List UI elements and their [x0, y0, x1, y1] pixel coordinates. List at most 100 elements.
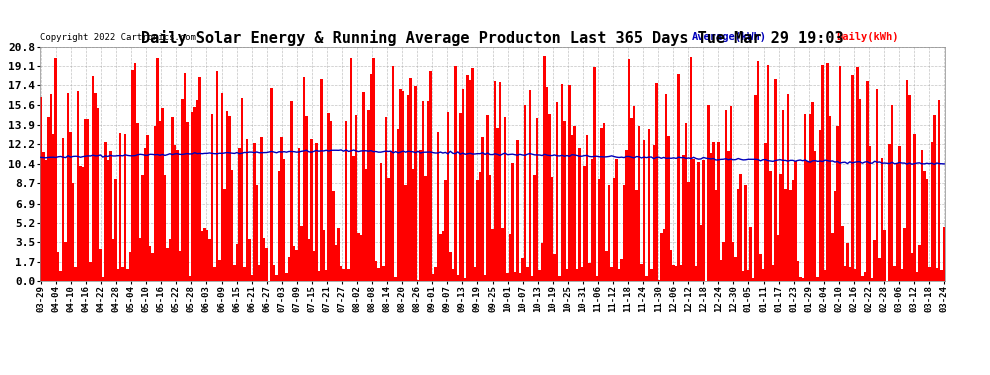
Bar	[456, 275, 459, 281]
Bar	[842, 226, 843, 281]
Bar	[834, 190, 837, 281]
Bar	[573, 126, 575, 281]
Bar	[82, 167, 84, 281]
Bar	[501, 228, 504, 281]
Bar	[275, 275, 278, 281]
Bar	[156, 58, 158, 281]
Bar	[148, 246, 151, 281]
Bar	[516, 140, 519, 281]
Bar	[435, 267, 437, 281]
Bar	[153, 126, 156, 281]
Bar	[354, 115, 357, 281]
Bar	[298, 148, 300, 281]
Bar	[804, 114, 807, 281]
Bar	[712, 142, 715, 281]
Bar	[374, 261, 377, 281]
Bar	[425, 176, 427, 281]
Bar	[682, 155, 685, 281]
Bar	[645, 276, 647, 281]
Bar	[430, 71, 432, 281]
Bar	[362, 92, 364, 281]
Bar	[191, 112, 193, 281]
Bar	[183, 73, 186, 281]
Bar	[97, 108, 99, 281]
Bar	[382, 266, 384, 281]
Bar	[871, 278, 873, 281]
Bar	[863, 273, 866, 281]
Bar	[437, 132, 440, 281]
Bar	[524, 105, 526, 281]
Text: Daily(kWh): Daily(kWh)	[837, 32, 899, 42]
Bar	[575, 268, 578, 281]
Bar	[134, 63, 137, 281]
Bar	[764, 143, 767, 281]
Bar	[829, 116, 832, 281]
Bar	[168, 238, 171, 281]
Bar	[626, 150, 628, 281]
Bar	[104, 142, 107, 281]
Bar	[278, 171, 280, 281]
Bar	[596, 276, 598, 281]
Bar	[809, 114, 812, 281]
Bar	[563, 121, 565, 281]
Bar	[613, 178, 616, 281]
Bar	[234, 266, 236, 281]
Bar	[43, 152, 45, 281]
Bar	[509, 234, 511, 281]
Bar	[754, 95, 756, 281]
Bar	[802, 278, 804, 281]
Bar	[211, 114, 213, 281]
Bar	[705, 280, 707, 281]
Bar	[364, 170, 367, 281]
Bar	[715, 190, 717, 281]
Bar	[695, 266, 697, 281]
Bar	[544, 56, 545, 281]
Bar	[415, 86, 417, 281]
Bar	[244, 267, 246, 281]
Bar	[707, 105, 710, 281]
Bar	[876, 89, 878, 281]
Bar	[50, 94, 52, 281]
Bar	[851, 75, 853, 281]
Bar	[280, 137, 283, 281]
Bar	[176, 150, 178, 281]
Bar	[777, 235, 779, 281]
Bar	[496, 128, 499, 281]
Bar	[606, 251, 608, 281]
Bar	[911, 253, 913, 281]
Bar	[158, 121, 161, 281]
Bar	[399, 89, 402, 281]
Bar	[861, 276, 863, 281]
Bar	[345, 121, 347, 281]
Bar	[171, 117, 173, 281]
Bar	[229, 116, 231, 281]
Bar	[320, 79, 323, 281]
Bar	[142, 176, 144, 281]
Bar	[89, 262, 92, 281]
Bar	[883, 230, 886, 281]
Bar	[926, 178, 928, 281]
Bar	[636, 190, 638, 281]
Bar	[74, 267, 77, 281]
Bar	[923, 171, 926, 281]
Bar	[565, 269, 568, 281]
Bar	[541, 243, 544, 281]
Bar	[603, 123, 606, 281]
Bar	[124, 134, 127, 281]
Bar	[231, 170, 234, 281]
Bar	[290, 101, 293, 281]
Bar	[389, 151, 392, 281]
Bar	[52, 134, 54, 281]
Bar	[687, 182, 690, 281]
Bar	[662, 229, 665, 281]
Bar	[608, 185, 611, 281]
Bar	[40, 97, 43, 281]
Bar	[352, 156, 354, 281]
Bar	[107, 160, 109, 281]
Bar	[407, 95, 410, 281]
Bar	[888, 144, 891, 281]
Bar	[315, 143, 318, 281]
Bar	[761, 269, 764, 281]
Bar	[717, 142, 720, 281]
Bar	[451, 268, 454, 281]
